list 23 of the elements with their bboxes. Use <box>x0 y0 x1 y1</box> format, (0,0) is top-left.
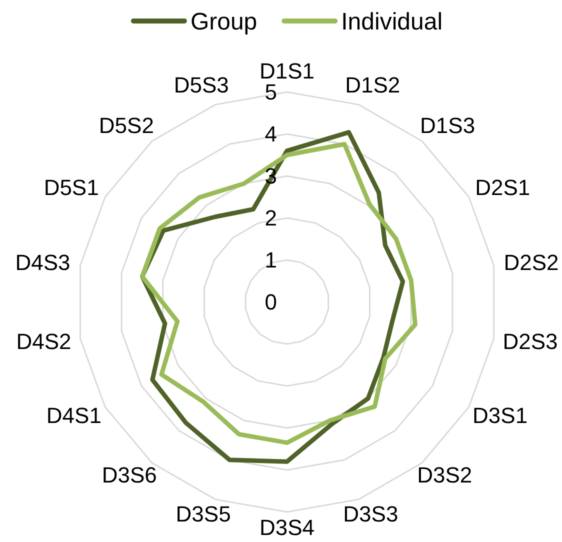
spoke-label: D4S2 <box>16 329 72 354</box>
spoke-label: D3S4 <box>259 514 315 540</box>
spoke-label: D2S2 <box>504 250 559 275</box>
spoke-label: D5S2 <box>98 113 154 138</box>
spoke-label: D2S1 <box>475 174 530 200</box>
legend-label: Group <box>190 8 258 36</box>
y-tick-label: 1 <box>264 248 277 273</box>
spoke-label: D1S2 <box>345 72 400 98</box>
y-tick-label: 4 <box>264 122 277 147</box>
spoke-label: D3S2 <box>417 462 472 488</box>
legend-label: Individual <box>341 8 443 36</box>
y-tick-label: 0 <box>264 290 277 315</box>
spoke-label: D4S3 <box>15 250 70 275</box>
spoke-label: D1S3 <box>420 113 476 138</box>
spoke-label: D5S3 <box>174 72 229 98</box>
spoke-label: D5S1 <box>44 174 99 200</box>
spoke-label: D3S5 <box>176 501 231 526</box>
y-tick-label: 2 <box>264 206 277 231</box>
spoke-label: D3S6 <box>102 462 157 488</box>
spoke-label: D4S1 <box>46 403 102 428</box>
spoke-label: D2S3 <box>502 329 558 354</box>
spoke-label: D3S3 <box>343 501 398 526</box>
spoke-label: D3S1 <box>472 403 528 428</box>
